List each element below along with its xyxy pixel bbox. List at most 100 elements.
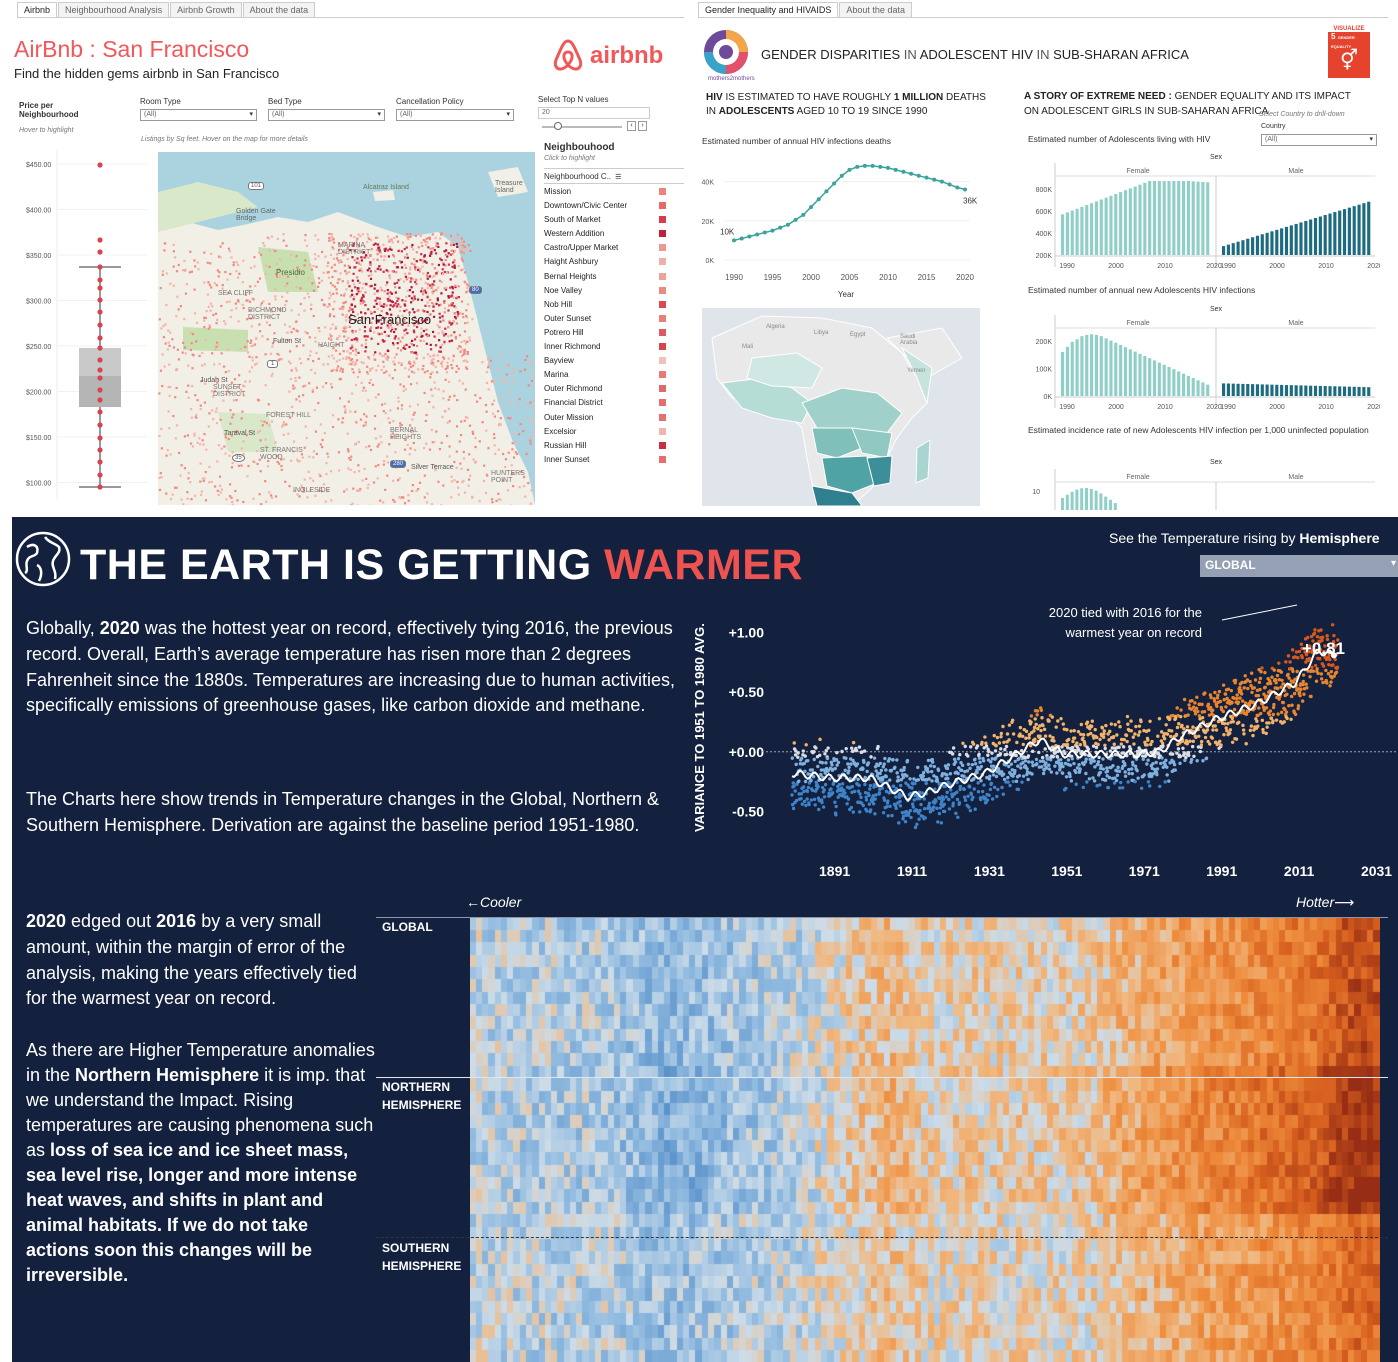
listing-dot[interactable] xyxy=(450,302,453,306)
listing-dot[interactable] xyxy=(268,315,271,318)
listing-dot[interactable] xyxy=(296,458,299,461)
listing-dot[interactable] xyxy=(464,247,467,250)
listing-dot[interactable] xyxy=(295,369,298,372)
listing-dot[interactable] xyxy=(370,337,373,340)
listing-dot[interactable] xyxy=(168,363,171,366)
listing-dot[interactable] xyxy=(387,299,391,302)
deaths-point[interactable] xyxy=(739,236,744,241)
listing-dot[interactable] xyxy=(378,250,381,253)
temperature-point[interactable] xyxy=(1008,783,1012,788)
listing-dot[interactable] xyxy=(447,309,450,312)
listing-dot[interactable] xyxy=(184,352,187,355)
temperature-point[interactable] xyxy=(806,772,810,776)
female-bar[interactable] xyxy=(1119,344,1123,396)
female-bar[interactable] xyxy=(1090,334,1094,396)
neighbourhood-item[interactable]: Marina xyxy=(544,368,666,382)
listing-dot[interactable] xyxy=(169,282,172,285)
listing-dot[interactable] xyxy=(461,244,464,247)
listing-dot[interactable] xyxy=(384,402,387,405)
temperature-point[interactable] xyxy=(1249,724,1254,728)
temperature-point[interactable] xyxy=(988,787,993,792)
temperature-point[interactable] xyxy=(1235,693,1239,697)
temperature-point[interactable] xyxy=(1217,689,1222,694)
temperature-point[interactable] xyxy=(1034,757,1039,762)
female-bar[interactable] xyxy=(1172,181,1176,255)
listing-dot[interactable] xyxy=(455,450,458,453)
listing-dot[interactable] xyxy=(424,304,427,307)
listing-dot[interactable] xyxy=(415,282,418,286)
listing-dot[interactable] xyxy=(276,352,279,356)
temperature-point[interactable] xyxy=(804,803,808,808)
listing-dot[interactable] xyxy=(367,356,370,359)
male-bar[interactable] xyxy=(1318,385,1322,396)
listing-dot[interactable] xyxy=(367,399,370,402)
listing-dot[interactable] xyxy=(369,367,372,371)
listing-dot[interactable] xyxy=(388,421,391,424)
temperature-point[interactable] xyxy=(922,797,926,801)
listing-dot[interactable] xyxy=(359,250,362,253)
temperature-point[interactable] xyxy=(945,790,949,795)
temperature-point[interactable] xyxy=(884,789,889,794)
deaths-point[interactable] xyxy=(816,197,821,202)
listing-dot[interactable] xyxy=(356,489,359,492)
listing-dot[interactable] xyxy=(427,334,430,337)
africa-map[interactable]: Algeria Libya Egypt Saudi Arabia Yemen M… xyxy=(702,308,980,506)
listing-dot[interactable] xyxy=(428,236,431,239)
listing-dot[interactable] xyxy=(458,440,461,443)
temperature-point[interactable] xyxy=(946,763,951,767)
listing-dot[interactable] xyxy=(267,459,270,463)
listing-dot[interactable] xyxy=(448,321,451,324)
temperature-point[interactable] xyxy=(1292,691,1297,696)
listing-dot[interactable] xyxy=(169,331,172,334)
price-dot[interactable] xyxy=(97,335,103,341)
listing-dot[interactable] xyxy=(367,274,370,277)
listing-dot[interactable] xyxy=(230,381,233,384)
listing-dot[interactable] xyxy=(415,344,419,348)
listing-dot[interactable] xyxy=(268,323,271,327)
listing-dot[interactable] xyxy=(421,293,425,296)
listing-dot[interactable] xyxy=(443,270,446,274)
listing-dot[interactable] xyxy=(351,358,354,361)
listing-dot[interactable] xyxy=(331,246,334,249)
listing-dot[interactable] xyxy=(227,390,230,394)
listing-dot[interactable] xyxy=(183,259,186,263)
deaths-point[interactable] xyxy=(778,225,783,230)
temperature-point[interactable] xyxy=(979,764,984,769)
listing-dot[interactable] xyxy=(351,344,354,347)
listing-dot[interactable] xyxy=(185,390,188,393)
listing-dot[interactable] xyxy=(415,260,418,263)
temperature-point[interactable] xyxy=(1233,678,1238,683)
female-bar[interactable] xyxy=(1061,214,1065,255)
listing-dot[interactable] xyxy=(278,275,282,278)
listing-dot[interactable] xyxy=(386,324,389,327)
listing-dot[interactable] xyxy=(334,325,337,329)
temperature-point[interactable] xyxy=(844,746,848,751)
listing-dot[interactable] xyxy=(236,276,240,279)
listing-dot[interactable] xyxy=(491,412,495,415)
listing-dot[interactable] xyxy=(355,421,358,424)
listing-dot[interactable] xyxy=(407,322,410,325)
listing-dot[interactable] xyxy=(429,298,432,302)
listing-dot[interactable] xyxy=(439,257,442,260)
temperature-point[interactable] xyxy=(790,756,795,760)
listing-dot[interactable] xyxy=(454,275,457,278)
listing-dot[interactable] xyxy=(487,366,490,369)
listing-dot[interactable] xyxy=(412,413,415,416)
deaths-point[interactable] xyxy=(801,212,806,217)
listing-dot[interactable] xyxy=(253,343,257,346)
temperature-point[interactable] xyxy=(916,765,920,770)
listing-dot[interactable] xyxy=(346,282,349,285)
listing-dot[interactable] xyxy=(357,351,360,354)
listing-dot[interactable] xyxy=(420,290,423,293)
listing-dot[interactable] xyxy=(388,247,391,250)
temperature-point[interactable] xyxy=(1074,782,1078,786)
listing-dot[interactable] xyxy=(370,326,373,329)
listing-dot[interactable] xyxy=(455,425,459,428)
female-bar[interactable] xyxy=(1099,336,1103,396)
temperature-point[interactable] xyxy=(1280,678,1284,682)
listing-dot[interactable] xyxy=(245,434,248,437)
temperature-point[interactable] xyxy=(1209,695,1213,700)
listing-dot[interactable] xyxy=(360,311,363,314)
temperature-point[interactable] xyxy=(871,802,876,806)
listing-dot[interactable] xyxy=(274,441,277,444)
